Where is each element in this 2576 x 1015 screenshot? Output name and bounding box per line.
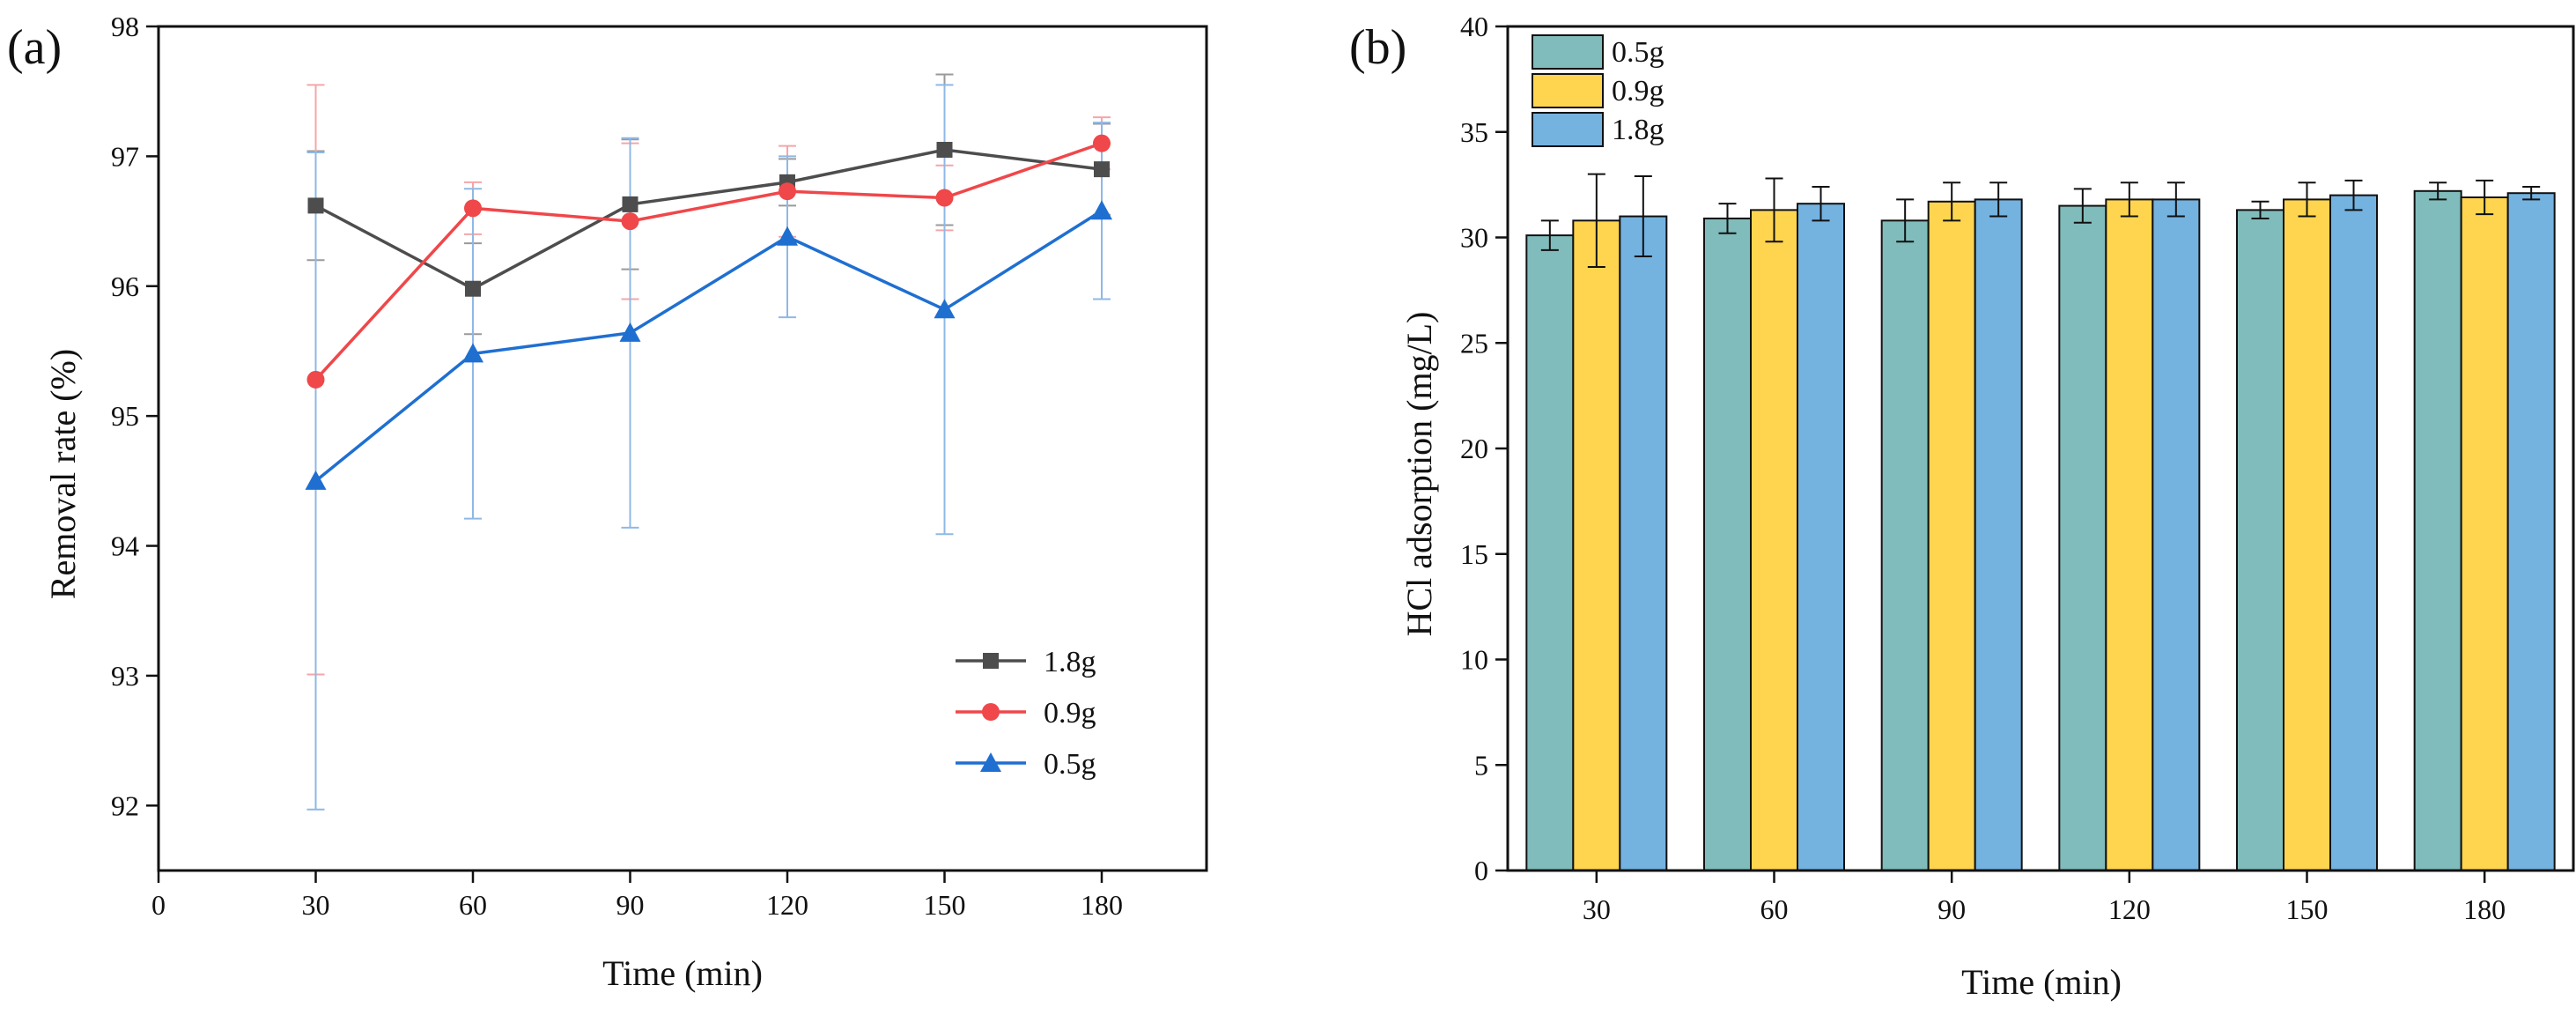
panel-a-legend-label: 1.8g bbox=[1044, 646, 1096, 678]
panel-a-x-tick-label: 30 bbox=[302, 889, 330, 921]
panel-b-y-tick-label: 25 bbox=[1460, 327, 1488, 359]
panel-b-y-tick-label: 20 bbox=[1460, 433, 1488, 464]
panel-b-label: (b) bbox=[1349, 20, 1406, 75]
panel-a-x-tick-label: 120 bbox=[766, 889, 808, 921]
panel-a-y-axis-title: Removal rate (%) bbox=[43, 349, 83, 599]
panel-b-plot-frame bbox=[1506, 25, 2575, 872]
panel-b-bar-chart: (b) HCl adsorption (mg/L) Time (min) 0 5 1… bbox=[1349, 11, 2575, 1002]
panel-b-legend-label: 1.8g bbox=[1612, 114, 1664, 146]
panel-a-x-axis-title: Time (min) bbox=[602, 953, 763, 993]
panel-b-x-tick-label: 90 bbox=[1938, 893, 1966, 925]
panel-b-bar-0.9g bbox=[2105, 198, 2154, 871]
panel-b-legend-label: 0.9g bbox=[1612, 75, 1664, 107]
panel-b-bar-1.8g bbox=[2152, 198, 2201, 871]
panel-a-legend-marker-0.9g bbox=[982, 703, 1000, 721]
panel-a-point-0.9g bbox=[1093, 134, 1111, 152]
panel-a-x-tick-label: 0 bbox=[151, 889, 166, 921]
panel-b-y-tick-label: 10 bbox=[1460, 644, 1488, 676]
panel-a-legend-label: 0.5g bbox=[1044, 748, 1096, 781]
panel-b-bar-0.9g bbox=[1927, 200, 1976, 872]
panel-a-legend-marker-0.5g bbox=[980, 752, 1001, 772]
panel-b-x-axis-title: Time (min) bbox=[1961, 962, 2122, 1002]
panel-b-bar-0.5g bbox=[2413, 189, 2462, 871]
panel-b-y-tick-label: 15 bbox=[1460, 538, 1488, 570]
panel-a-y-tick-label: 95 bbox=[111, 400, 139, 432]
panel-b-bar-0.9g bbox=[2283, 198, 2331, 871]
panel-b-legend-label: 0.5g bbox=[1612, 36, 1664, 69]
panel-b-y-tick-label: 30 bbox=[1460, 222, 1488, 254]
panel-b-y-axis-title: HCl adsorption (mg/L) bbox=[1399, 312, 1439, 637]
panel-a-point-1.8g bbox=[936, 142, 953, 159]
panel-b-bar-0.5g bbox=[1525, 234, 1575, 872]
panel-a-series-line-1.8g bbox=[314, 148, 1103, 291]
panel-a-label: (a) bbox=[7, 20, 62, 75]
panel-a-x-tick-label: 60 bbox=[459, 889, 487, 921]
panel-a-x-tick-label: 180 bbox=[1081, 889, 1123, 921]
panel-b-bar-0.9g bbox=[1572, 219, 1621, 871]
panel-a-point-1.8g bbox=[465, 280, 481, 297]
panel-a-series-line-0.5g bbox=[314, 209, 1103, 483]
panel-b-bar-1.8g bbox=[1797, 203, 1845, 871]
panel-a-point-0.5g bbox=[305, 470, 327, 490]
panel-a-y-tick-label: 97 bbox=[111, 140, 139, 172]
panel-b-x-tick-label: 150 bbox=[2286, 893, 2329, 925]
panel-b-bar-0.9g bbox=[2460, 196, 2509, 871]
panel-a-plot-frame bbox=[157, 25, 1208, 872]
panel-a-series-line-0.9g bbox=[314, 141, 1103, 382]
panel-a-point-0.5g bbox=[1091, 200, 1112, 220]
panel-a-legend-marker-1.8g bbox=[983, 653, 999, 669]
panel-a-point-1.8g bbox=[622, 196, 638, 212]
panel-b-y-tick-label: 0 bbox=[1474, 855, 1488, 886]
panel-a-point-0.9g bbox=[464, 199, 482, 218]
panel-b-legend-swatch-0.9g bbox=[1532, 73, 1604, 108]
panel-a-point-0.9g bbox=[306, 370, 325, 389]
panel-a-point-0.5g bbox=[777, 226, 798, 246]
panel-b-legend-swatch-1.8g bbox=[1532, 112, 1604, 147]
panel-b-bar-0.5g bbox=[2236, 209, 2284, 872]
panel-b-x-tick-label: 120 bbox=[2108, 893, 2151, 925]
panel-b-bar-0.5g bbox=[1703, 217, 1752, 871]
panel-b-y-tick-label: 5 bbox=[1474, 749, 1488, 781]
panel-b-bar-0.5g bbox=[1880, 219, 1930, 871]
panel-b-legend-swatch-0.5g bbox=[1532, 34, 1604, 70]
panel-b-bar-1.8g bbox=[2329, 194, 2378, 872]
panel-a-y-tick-label: 98 bbox=[111, 11, 139, 42]
panel-b-x-tick-label: 30 bbox=[1583, 893, 1611, 925]
panel-b-legend: 0.5g 0.9g 1.8g bbox=[1532, 34, 1664, 147]
panel-a-point-0.9g bbox=[779, 182, 796, 201]
panel-a-point-0.9g bbox=[935, 189, 954, 207]
panel-a-y-tick-label: 94 bbox=[111, 530, 139, 562]
panel-b-y-tick-label: 35 bbox=[1460, 116, 1488, 148]
panel-a-y-tick-label: 92 bbox=[111, 789, 139, 821]
panel-a-line-chart: (a) Removal rate (%) Time (min) 0 30 60 90 1… bbox=[7, 11, 1208, 993]
panel-b-bar-0.9g bbox=[1750, 209, 1798, 872]
panel-a-point-1.8g bbox=[1094, 161, 1110, 178]
panel-b-bar-0.5g bbox=[2058, 204, 2107, 871]
panel-b-y-tick-label: 40 bbox=[1460, 11, 1488, 42]
panel-a-y-tick-label: 93 bbox=[111, 660, 139, 692]
panel-a-point-0.5g bbox=[934, 299, 956, 319]
panel-a-point-0.9g bbox=[621, 212, 639, 231]
panel-a-y-tick-label: 96 bbox=[111, 270, 139, 302]
panel-b-bar-1.8g bbox=[1974, 198, 2023, 871]
panel-b-bar-1.8g bbox=[1619, 215, 1668, 872]
panel-a-legend-label: 0.9g bbox=[1044, 697, 1096, 730]
panel-a-x-tick-label: 150 bbox=[924, 889, 966, 921]
panel-a-point-0.5g bbox=[462, 343, 483, 363]
panel-a-x-tick-label: 90 bbox=[616, 889, 645, 921]
panel-a-point-1.8g bbox=[307, 197, 324, 214]
panel-a-legend: 1.8g 0.9g 0.5g bbox=[956, 646, 1096, 781]
panel-b-x-tick-label: 180 bbox=[2463, 893, 2506, 925]
panel-b-x-tick-label: 60 bbox=[1760, 893, 1789, 925]
panel-b-bar-1.8g bbox=[2506, 192, 2556, 871]
panel-a-point-0.5g bbox=[619, 322, 641, 342]
